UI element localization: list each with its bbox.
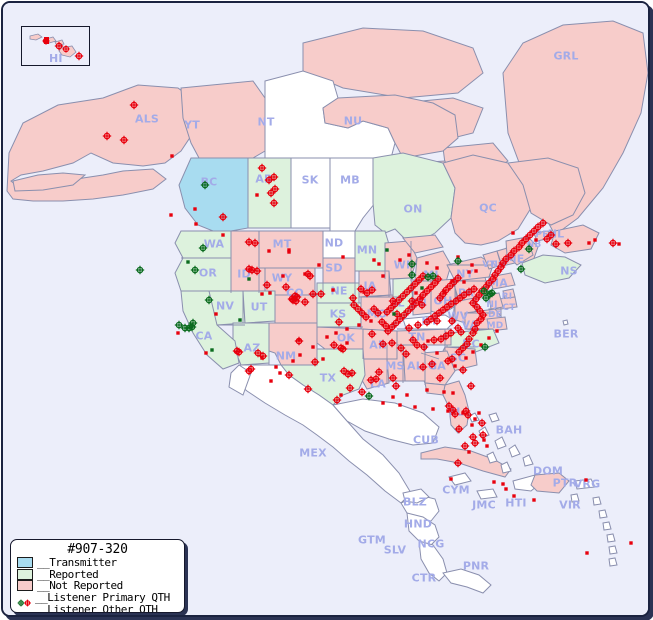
hawaii-inset: HI — [21, 26, 90, 66]
legend-swatch — [17, 557, 33, 569]
legend-label: __Listener Primary QTH — [35, 591, 170, 605]
legend-label: __Reported — [37, 567, 99, 581]
map-canvas[interactable]: .land{stroke:#8a8fae;stroke-width:1;} .t… — [3, 3, 648, 615]
legend-row: __Not Reported — [11, 580, 184, 592]
legend-row: __Listener Other QTH — [11, 602, 184, 613]
legend-title: #907-320 — [67, 542, 128, 557]
legend-swatch — [17, 580, 33, 592]
legend-label: __Transmitter — [37, 556, 117, 570]
legend-square-icon — [17, 604, 31, 612]
legend-rows: __Transmitter __Reported __Not Reported __L… — [11, 557, 184, 613]
legend-row: __Reported — [11, 567, 184, 581]
legend-label: __Listener Other QTH — [35, 602, 158, 613]
hawaii-inset-map — [22, 27, 89, 65]
legend-row: __Transmitter — [11, 557, 184, 569]
legend-label: __Not Reported — [37, 579, 123, 593]
legend-crosshair-icon — [17, 593, 31, 606]
legend-swatch — [17, 568, 33, 580]
legend-panel: #907-320 __Transmitter __Reported __Not Re… — [10, 539, 185, 613]
legend-row: __Listener Primary QTH — [11, 591, 184, 606]
